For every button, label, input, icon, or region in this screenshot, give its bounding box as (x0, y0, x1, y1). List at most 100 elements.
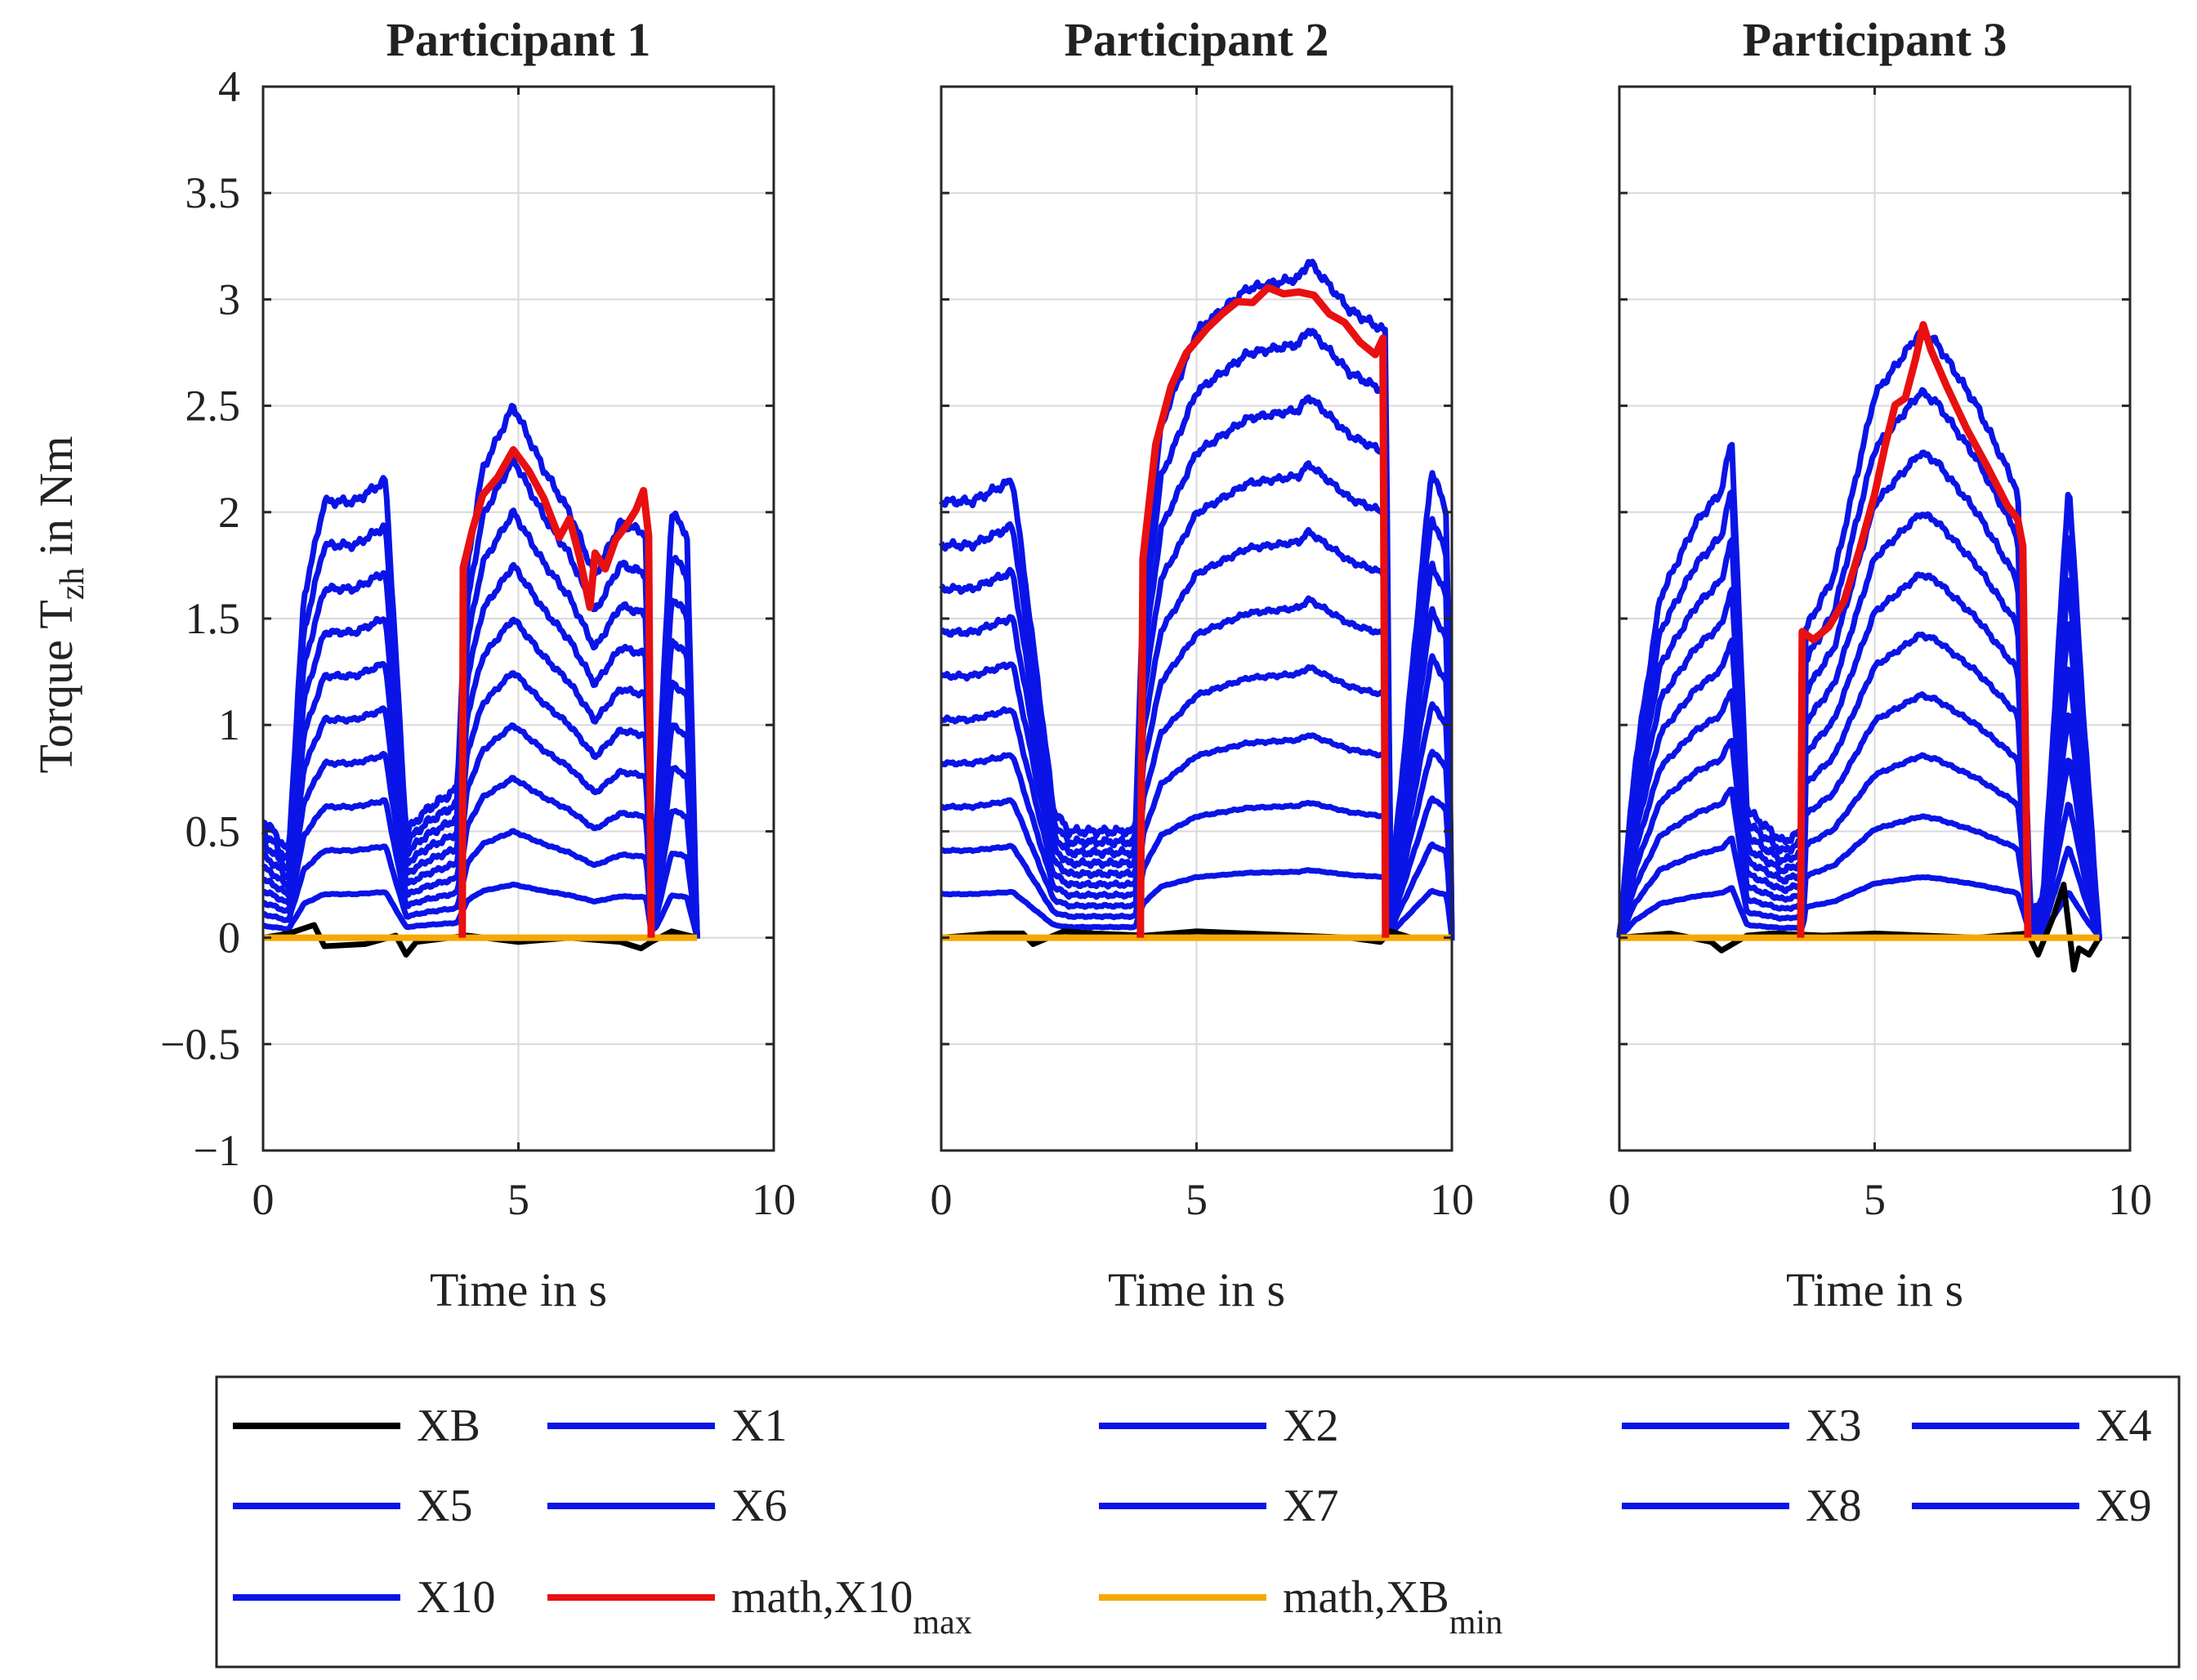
legend-item-x8-label: X8 (1806, 1481, 1861, 1531)
series-x10-max-p2 (1136, 284, 1390, 938)
y-tick-label-3: 0.5 (185, 806, 241, 856)
panel-title-2: Participant 2 (1065, 13, 1329, 66)
legend-item-math-x10-max: math,X10max (547, 1572, 972, 1642)
legend-item-x1: X1 (547, 1401, 787, 1451)
series-x9-p2 (938, 328, 1455, 939)
series-x1-p3 (1617, 874, 2102, 940)
y-axis-label: Torque Tzh in Nm (29, 436, 92, 773)
y-tick-label-7: 2.5 (185, 382, 241, 431)
series-x6-p1 (261, 616, 700, 936)
legend-item-x3: X3 (1622, 1401, 1861, 1451)
x-axis-label-3: Time in s (1786, 1263, 1963, 1316)
legend-item-x9: X9 (1912, 1481, 2151, 1531)
panel-2: 0 5 10 Participant 2 Time in s (931, 13, 1475, 1316)
series-x9-p1 (261, 454, 700, 938)
legend-box (215, 1375, 2181, 1669)
series-x8-p2 (939, 394, 1455, 941)
panel-3: 0 5 10 Participant 3 Time in s (1609, 13, 2153, 1316)
series-x10-p2 (939, 258, 1455, 937)
series-x1-p1 (261, 881, 700, 939)
legend-item-x10-label-main: X10 (417, 1572, 495, 1623)
legend-item-x5-label: X5 (417, 1481, 472, 1531)
y-tick-label-6: 2 (218, 488, 240, 537)
x-tick-label-3-1: 5 (1864, 1175, 1886, 1224)
panel-title-1: Participant 1 (386, 13, 651, 66)
y-axis-label-main: Torque T (29, 600, 83, 773)
series-x5-p1 (261, 670, 700, 938)
legend-item-x1-label-main: X1 (731, 1401, 787, 1451)
legend-item-x2-label-main: X2 (1283, 1401, 1338, 1451)
legend-item-x9-label: X9 (2096, 1481, 2151, 1531)
x-tick-label-2-0: 0 (931, 1175, 953, 1224)
legend-item-x2: X2 (1099, 1401, 1338, 1451)
legend-item-x4-label-main: X4 (2096, 1401, 2151, 1451)
x-tick-label-3-2: 10 (2108, 1175, 2152, 1224)
legend-item-math-xb-min-label: math,XBmin (1283, 1572, 1503, 1642)
y-tick-label-8: 3 (218, 275, 240, 324)
y-tick-label-2: 0 (218, 914, 240, 963)
panel-title-3: Participant 3 (1743, 13, 2007, 66)
y-tick-label-0: −1 (194, 1126, 240, 1175)
series-x2-p1 (261, 828, 700, 938)
series-x3-p2 (940, 732, 1455, 938)
y-tick-label-9: 3.5 (185, 168, 241, 217)
legend-item-x10-label: X10 (417, 1572, 495, 1623)
legend-item-xb: XB (233, 1401, 480, 1451)
legend-item-math-xb-min: math,XBmin (1099, 1572, 1503, 1642)
x-tick-label-2-1: 5 (1186, 1175, 1208, 1224)
legend-item-x4-label: X4 (2096, 1401, 2151, 1451)
series-x2-p2 (940, 799, 1455, 939)
series-x4-p2 (940, 664, 1455, 938)
y-axis-label-subscript: zh (54, 568, 92, 601)
series-x7-p1 (261, 561, 700, 936)
panels-layer: 0 5 10 −1 −0.5 0 0.5 1 1.5 2 2.5 3 3.5 4 Participant 1… (160, 13, 2152, 1316)
legend-item-x9-label-main: X9 (2096, 1481, 2151, 1531)
legend-item-math-xb-min-label-main: math,XB (1283, 1572, 1449, 1623)
legend-item-x6-label-main: X6 (731, 1481, 787, 1531)
legend-item-x1-label: X1 (731, 1401, 787, 1451)
y-tick-label-4: 1 (218, 700, 240, 749)
legend-item-xb-label-main: XB (417, 1401, 480, 1451)
legend-item-x4: X4 (1912, 1401, 2151, 1451)
legend-item-x5-label-main: X5 (417, 1481, 472, 1531)
series-x10-max-p1 (458, 446, 655, 938)
legend-item-x2-label: X2 (1283, 1401, 1338, 1451)
legend-item-x3-label-main: X3 (1806, 1401, 1861, 1451)
series-x2-p3 (1617, 813, 2102, 940)
legend-item-x8: X8 (1622, 1481, 1861, 1531)
legend-item-x6: X6 (547, 1481, 787, 1531)
x-tick-label-1-2: 10 (752, 1175, 796, 1224)
legend-item-x7: X7 (1099, 1481, 1338, 1531)
x-tick-label-2-2: 10 (1430, 1175, 1474, 1224)
legend-item-x7-label: X7 (1283, 1481, 1338, 1531)
legend-item-math-x10-max-label: math,X10max (731, 1572, 972, 1642)
x-tick-label-1-1: 5 (507, 1175, 529, 1224)
legend-item-xb-label: XB (417, 1401, 480, 1451)
x-axis-label-1: Time in s (430, 1263, 607, 1316)
series-x5-p2 (940, 595, 1455, 938)
legend-item-x3-label: X3 (1806, 1401, 1861, 1451)
legend-item-x7-label-main: X7 (1283, 1481, 1338, 1531)
series-x4-p1 (261, 722, 700, 939)
legend-item-math-xb-min-label-subscript: min (1449, 1604, 1503, 1642)
x-axis-label-2: Time in s (1108, 1263, 1285, 1316)
legend-item-x5: X5 (233, 1481, 472, 1531)
legend-item-x8-label-main: X8 (1806, 1481, 1861, 1531)
series-x10-max-p3 (1797, 320, 2032, 938)
series-x3-p1 (261, 775, 700, 938)
x-tick-label-1-0: 0 (252, 1175, 275, 1224)
series-x8-p1 (261, 507, 700, 936)
y-tick-label-10: 4 (218, 62, 240, 111)
y-tick-label-1: −0.5 (160, 1020, 240, 1069)
legend-item-math-x10-max-label-main: math,X10 (731, 1572, 913, 1623)
x-tick-label-3-0: 0 (1609, 1175, 1631, 1224)
legend-item-x10: X10 (233, 1572, 495, 1623)
legend-item-math-x10-max-label-subscript: max (913, 1604, 971, 1642)
legend-item-x6-label: X6 (731, 1481, 787, 1531)
series-x1-p2 (940, 867, 1455, 939)
series-x7-p2 (940, 460, 1455, 941)
y-axis-label-suffix: in Nm (29, 436, 83, 567)
